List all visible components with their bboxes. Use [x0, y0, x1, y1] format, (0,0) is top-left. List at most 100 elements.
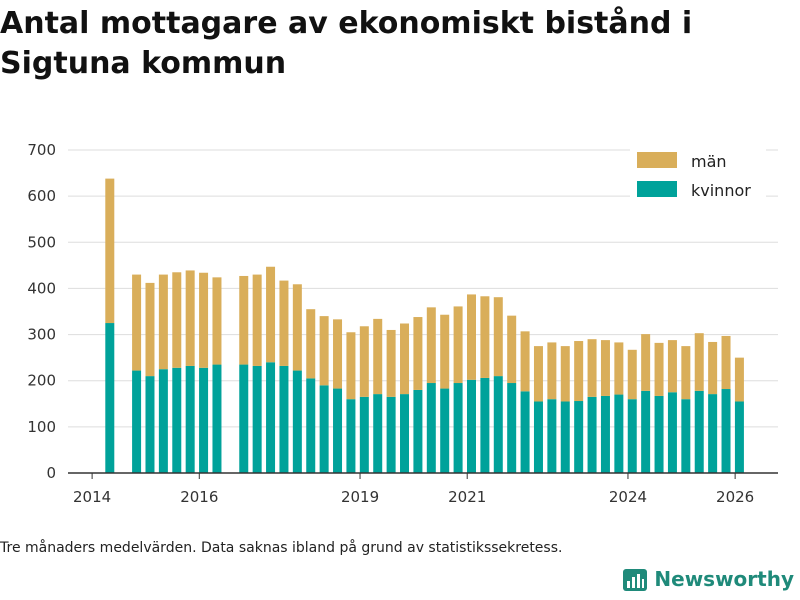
bar-kvinnor	[641, 390, 651, 473]
bar-kvinnor	[627, 399, 637, 473]
bar-man	[560, 346, 570, 402]
bar-man	[319, 316, 329, 386]
y-tick-label: 0	[46, 464, 56, 482]
bar-man	[453, 306, 463, 384]
bar-kvinnor	[266, 362, 276, 473]
brand[interactable]: Newsworthy	[622, 566, 794, 592]
bar-kvinnor	[466, 379, 476, 473]
bar-kvinnor	[319, 385, 329, 473]
bar-chart-logo-icon	[623, 569, 648, 591]
bar-kvinnor	[145, 376, 155, 473]
bar-man	[346, 332, 356, 400]
bar-kvinnor	[413, 389, 423, 473]
bar-kvinnor	[426, 383, 436, 473]
bar-kvinnor	[279, 365, 289, 473]
bar-man	[681, 346, 691, 400]
bar-man	[199, 272, 209, 368]
bar-kvinnor	[560, 401, 570, 473]
bar-man	[547, 342, 557, 400]
bar-kvinnor	[453, 383, 463, 473]
bar-man	[694, 333, 704, 391]
bar-man	[359, 326, 369, 397]
bar-kvinnor	[734, 401, 744, 473]
bar-kvinnor	[654, 395, 664, 473]
x-tick-label: 2024	[609, 488, 647, 506]
x-tick-label: 2016	[180, 488, 218, 506]
bar-man	[212, 277, 222, 365]
bar-man	[185, 270, 195, 366]
legend-swatch-man	[637, 152, 677, 168]
bar-man	[600, 340, 610, 396]
bar-man	[105, 178, 115, 324]
y-tick-label: 100	[27, 418, 56, 436]
bar-man	[132, 274, 142, 371]
bar-kvinnor	[132, 370, 142, 473]
bar-man	[654, 342, 664, 396]
bar-kvinnor	[600, 395, 610, 473]
x-tick-label: 2019	[341, 488, 379, 506]
bar-man	[466, 294, 476, 380]
x-tick-label: 2026	[716, 488, 754, 506]
bar-kvinnor	[400, 394, 410, 473]
bar-kvinnor	[252, 365, 262, 473]
bar-kvinnor	[667, 392, 677, 473]
bar-man	[533, 346, 543, 402]
bar-man	[708, 341, 718, 395]
bar-kvinnor	[333, 388, 343, 473]
bar-man	[440, 314, 450, 389]
y-axis-ticks: 0 100 200 300 400 500 600 700	[27, 141, 56, 482]
bar-kvinnor	[520, 391, 530, 473]
bar-kvinnor	[587, 396, 597, 473]
bar-kvinnor	[212, 364, 222, 473]
bar-kvinnor	[158, 369, 168, 473]
bar-kvinnor	[614, 394, 624, 473]
bar-kvinnor	[547, 399, 557, 473]
footnote: Tre månaders medelvärden. Data saknas ib…	[0, 540, 563, 556]
bar-kvinnor	[507, 383, 517, 473]
bar-kvinnor	[346, 399, 356, 473]
bar-man	[279, 280, 289, 366]
y-tick-label: 200	[27, 372, 56, 390]
y-tick-label: 700	[27, 141, 56, 159]
x-tick-label: 2021	[448, 488, 486, 506]
bar-man	[292, 284, 302, 371]
bar-kvinnor	[306, 378, 316, 473]
y-tick-label: 600	[27, 187, 56, 205]
bar-kvinnor	[440, 388, 450, 473]
bar-man	[413, 317, 423, 390]
legend-swatch-kvinnor	[637, 181, 677, 197]
legend-label-kvinnor: kvinnor	[691, 181, 751, 200]
bar-man	[627, 349, 637, 400]
bar-kvinnor	[373, 394, 383, 473]
bar-kvinnor	[292, 370, 302, 473]
bar-man	[266, 266, 276, 363]
bar-kvinnor	[185, 365, 195, 473]
bar-man	[721, 335, 731, 390]
bar-man	[587, 339, 597, 397]
bar-man	[667, 340, 677, 393]
bar-man	[734, 357, 744, 402]
bar-kvinnor	[708, 394, 718, 473]
bar-man	[426, 307, 436, 384]
bar-kvinnor	[199, 367, 209, 473]
legend: män kvinnor	[630, 146, 766, 206]
bar-man	[574, 341, 584, 402]
bar-man	[172, 272, 182, 368]
brand-name: Newsworthy	[654, 567, 794, 591]
bar-kvinnor	[574, 401, 584, 473]
bar-man	[480, 296, 490, 378]
bar-man	[306, 309, 316, 379]
bar-kvinnor	[239, 364, 249, 473]
bar-kvinnor	[359, 396, 369, 473]
bar-kvinnor	[533, 401, 543, 473]
bar-man	[493, 297, 503, 377]
bar-series	[105, 178, 744, 473]
bar-man	[614, 342, 624, 395]
bar-kvinnor	[694, 390, 704, 473]
chart-title: Antal mottagare av ekonomiskt bistånd i …	[0, 6, 693, 81]
y-tick-label: 500	[27, 233, 56, 251]
x-axis-ticks: 2014 2016 2019 2021 2024 2026	[73, 473, 754, 506]
bar-kvinnor	[721, 389, 731, 473]
bar-man	[158, 274, 168, 370]
